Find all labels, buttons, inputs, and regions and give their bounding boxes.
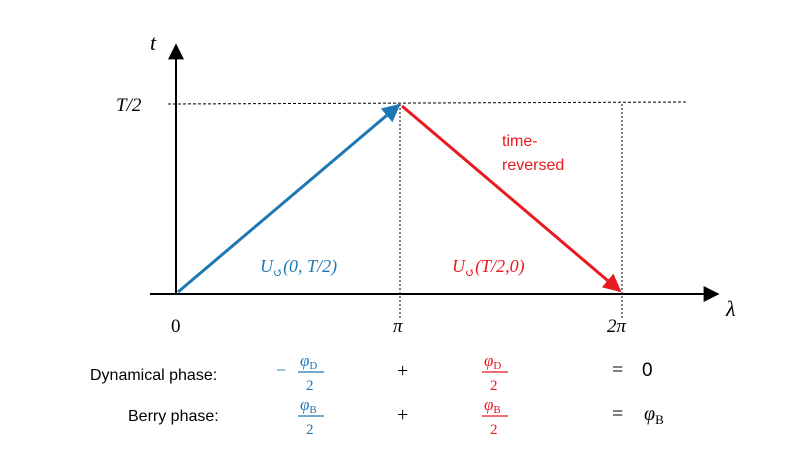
dyn-equals: = [612,359,623,381]
reversed-operator-label: U↺(T/2,0) [452,256,525,280]
time-reversed-annotation-line1: time- [502,133,538,150]
forward-operator-label: U↺(0, T/2) [260,256,337,280]
reversed-op-subscript: ↺ [465,266,475,280]
forward-op-subscript: ↺ [273,266,283,280]
t-half-dashed-line [167,101,687,105]
forward-evolution-arrow [177,103,401,294]
berry-term2-numerator: φB [484,395,501,416]
t-half-tick-label: T/2 [116,95,142,116]
dyn-term2-numerator: φD [484,351,501,372]
berry-term1-denominator: 2 [306,422,314,438]
time-reversed-arrow [401,104,622,293]
berry-phase-label: Berry phase: [128,408,219,425]
forward-op-symbol: U [260,256,274,276]
dyn-term1-numerator: φD [300,351,317,372]
forward-op-args: (0, T/2) [283,256,337,277]
dyn-term1-minus: − [276,360,286,380]
dynamical-phase-label: Dynamical phase: [90,367,217,384]
berry-term2-denominator: 2 [490,422,498,438]
berry-result: φB [644,403,664,427]
berry-term1-numerator: φB [300,395,317,416]
reversed-op-symbol: U [452,256,466,276]
berry-plus: + [397,404,408,426]
x-tick-pi: π [393,316,403,337]
x-tick-2pi: 2π [607,316,627,337]
berry-equals: = [612,403,623,425]
lambda-axis-label: λ [725,296,736,321]
x-tick-0: 0 [171,316,181,337]
reversed-op-args: (T/2,0) [475,256,525,277]
time-reversed-annotation-line2: reversed [502,157,564,174]
dyn-term1-denominator: 2 [306,378,314,394]
dyn-result: 0 [642,360,653,381]
t-axis-label: t [150,30,157,55]
dyn-plus: + [397,360,408,382]
dyn-term2-denominator: 2 [490,378,498,394]
